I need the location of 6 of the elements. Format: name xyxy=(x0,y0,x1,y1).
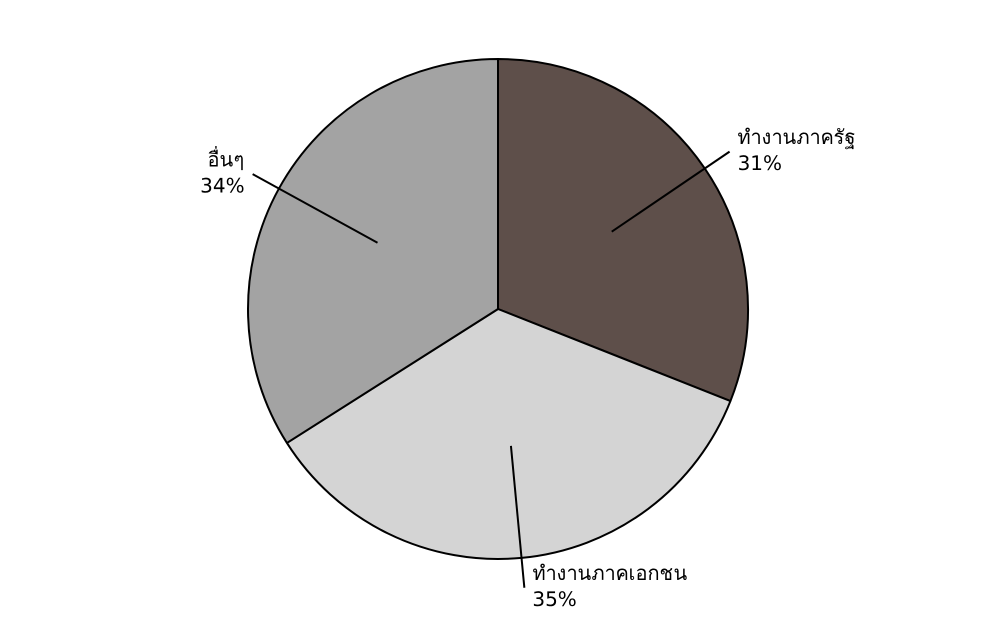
data-label: 35% xyxy=(532,586,577,611)
slice-label: ทำงานภาคเอกชน xyxy=(532,560,688,585)
data-label: 34% xyxy=(200,173,245,198)
data-label: 31% xyxy=(738,150,782,175)
slice-label: อื่นๆ xyxy=(208,145,245,172)
slice-label: ทำงานภาครัฐ xyxy=(738,124,856,149)
